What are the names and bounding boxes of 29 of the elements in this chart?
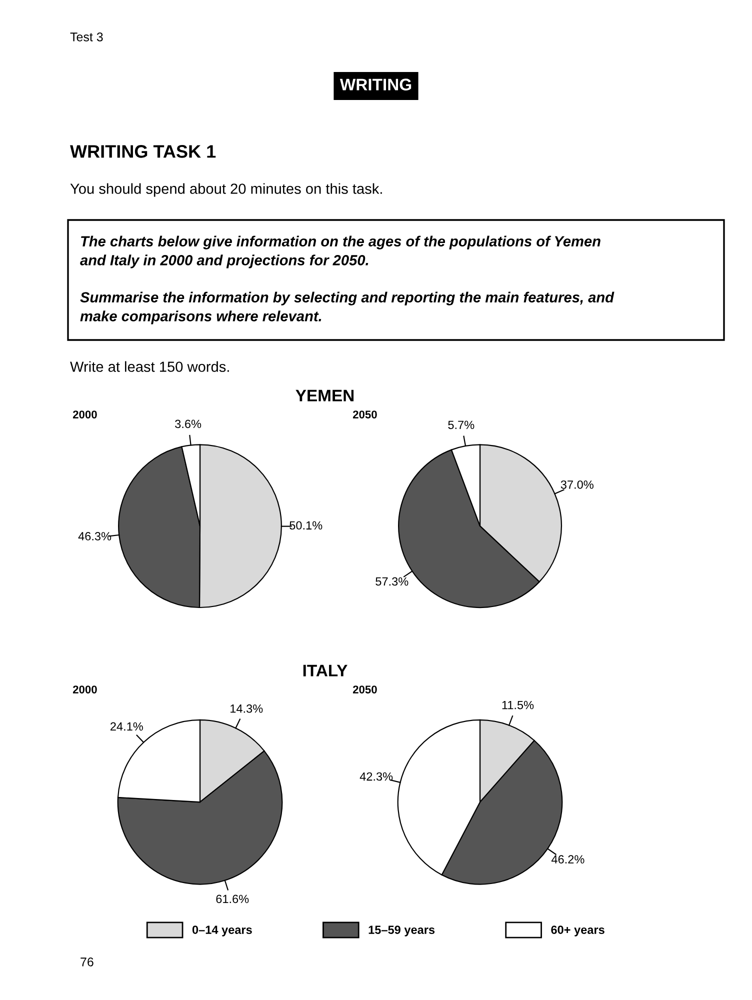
data-label: 46.3% [78, 532, 112, 540]
text: ITALY [303, 664, 348, 676]
data-label: 5.7% [448, 420, 474, 430]
data-label: 24.1% [110, 722, 143, 731]
data-label: 61.6% [216, 894, 249, 904]
data-label: 42.3% [360, 772, 393, 781]
data-label: 57.3% [376, 577, 408, 586]
data-label: 3.6% [175, 420, 202, 428]
text: WRITING [340, 78, 412, 90]
text: WRITING TASK 1 [70, 145, 216, 158]
text: 76 [80, 958, 94, 966]
text: The charts below give information on the ages of the populations of Yemen and Italy in 2000 and projections for 2050. [80, 236, 600, 268]
chart-title: 2000 [72, 410, 97, 418]
data-label: 11.5% [502, 700, 534, 710]
text: Test 3 [70, 32, 103, 42]
legend-label: 15–59 years [368, 926, 435, 936]
text: YEMEN [296, 390, 354, 402]
data-label: 14.3% [230, 704, 263, 713]
text: Write at least 150 words. [70, 361, 229, 372]
data-label: 46.2% [551, 855, 584, 864]
data-label: 37.0% [560, 480, 594, 489]
chart-title: 2050 [352, 410, 377, 418]
chart-title: 2050 [352, 686, 377, 694]
text: 2000 [72, 686, 97, 694]
legend-label: 0–14 years [192, 926, 252, 936]
text: You should spend about 20 minutes on this task. [70, 183, 382, 197]
legend-label: 60+ years [551, 926, 604, 936]
text: Summarise the information by selecting and reporting the main features, and make comparisons where relevant. [80, 292, 614, 324]
data-label: 50.1% [290, 521, 322, 530]
